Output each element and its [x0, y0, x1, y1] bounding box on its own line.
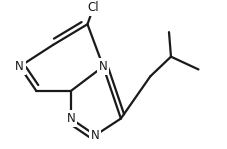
Text: Cl: Cl	[87, 1, 99, 14]
Text: N: N	[66, 112, 75, 125]
Text: N: N	[91, 129, 99, 142]
Text: N: N	[15, 60, 24, 73]
Text: N: N	[98, 60, 107, 73]
